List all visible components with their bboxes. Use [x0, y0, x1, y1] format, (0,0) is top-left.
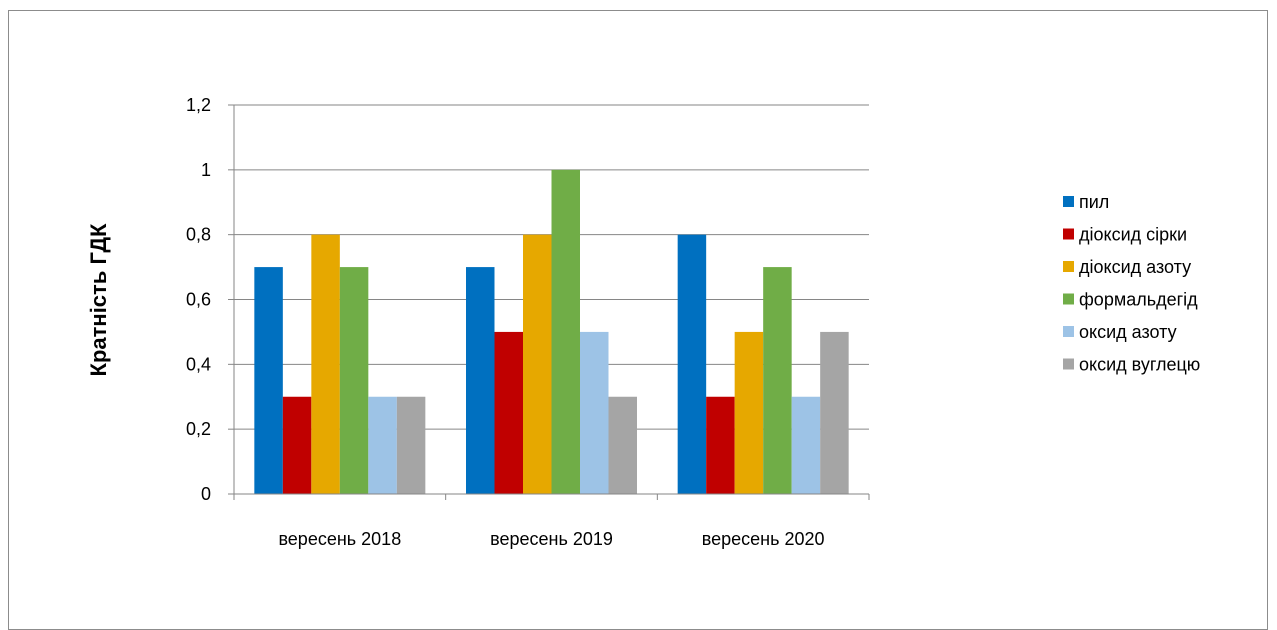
legend-label: пил	[1079, 192, 1109, 212]
bar	[282, 396, 312, 494]
legend-label: формальдегід	[1079, 290, 1198, 310]
bar	[580, 331, 609, 494]
legend-swatch	[1063, 261, 1074, 272]
bar	[368, 396, 397, 494]
bar	[494, 331, 523, 494]
y-tick-label: 0,4	[186, 354, 211, 374]
x-tick-label: вересень 2018	[278, 529, 401, 549]
bar	[706, 396, 735, 494]
y-tick-label: 1,2	[186, 95, 211, 115]
y-tick-label: 0,8	[186, 225, 211, 245]
bar	[254, 267, 283, 494]
legend-label: діоксид азоту	[1079, 257, 1191, 277]
bar	[734, 331, 764, 494]
legend-swatch	[1063, 228, 1074, 240]
legend-swatch	[1063, 293, 1074, 305]
bar	[466, 267, 495, 494]
y-tick-label: 1	[201, 160, 211, 180]
bar	[763, 267, 792, 494]
bar	[311, 234, 340, 494]
axes	[228, 104, 870, 500]
bar	[820, 331, 849, 494]
x-tick-label: вересень 2020	[702, 529, 825, 549]
y-tick-label: 0	[201, 484, 211, 504]
legend-label: діоксид сірки	[1079, 225, 1187, 245]
y-axis-label: Кратність ГДК	[86, 223, 111, 377]
y-tick-label: 0,6	[186, 290, 211, 310]
x-tick-labels: вересень 2018 вересень 2019 вересень 2020	[278, 529, 824, 549]
bar	[339, 267, 369, 494]
bar	[396, 396, 426, 494]
bar	[791, 396, 821, 494]
legend: пил діоксид сірки діоксид азоту формальдегі…	[1063, 192, 1200, 375]
bar	[523, 234, 552, 494]
bars	[254, 169, 849, 495]
legend-swatch	[1063, 358, 1074, 370]
bar	[608, 396, 637, 494]
y-tick-labels: 0 0,2 0,4 0,6 0,8 1 1,2	[186, 95, 211, 504]
legend-swatch	[1063, 326, 1074, 337]
bar	[551, 169, 580, 495]
bar	[677, 234, 707, 494]
x-tick-label: вересень 2019	[490, 529, 613, 549]
chart-frame	[8, 10, 1268, 630]
legend-swatch	[1063, 196, 1074, 207]
y-tick-label: 0,2	[186, 419, 211, 439]
legend-label: оксид азоту	[1079, 322, 1177, 342]
legend-label: оксид вуглецю	[1079, 355, 1200, 375]
